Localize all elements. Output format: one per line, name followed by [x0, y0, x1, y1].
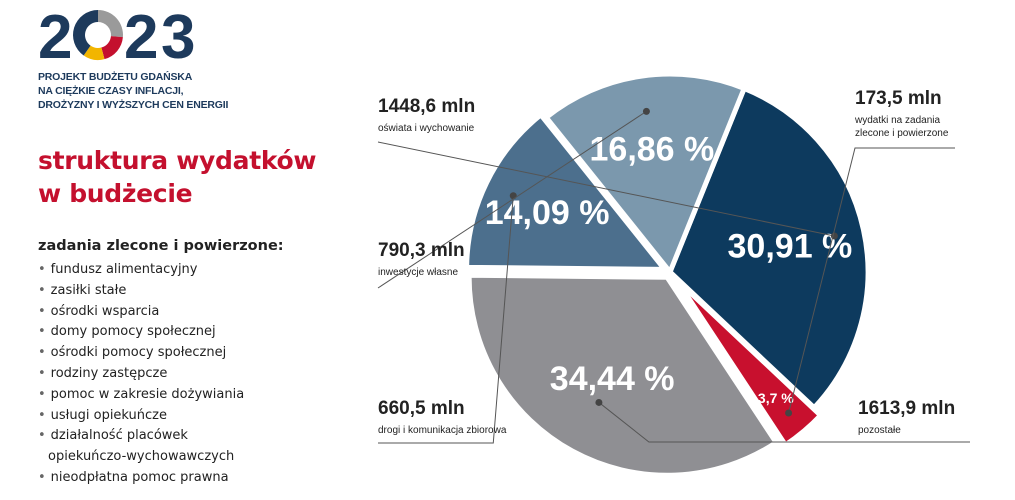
- pie-percent-commissioned: 3,7 %: [758, 390, 794, 406]
- leader-line-other: [598, 402, 970, 443]
- pie-percent-other: 34,44 %: [550, 360, 675, 398]
- leader-line-roads: [378, 195, 514, 444]
- pie-slice-other: [466, 272, 779, 478]
- year-logo: 2 2 3 0: [38, 6, 195, 62]
- pie-slice-investments: [543, 71, 747, 275]
- category-label-line: wydatki na zadania: [855, 115, 941, 126]
- logo-digit-2b: 2: [124, 6, 158, 62]
- subtitle-line: PROJEKT BUDŻETU GDAŃSKA: [38, 71, 193, 83]
- category-label-education: oświata i wychowanie: [378, 123, 475, 134]
- pie-slice-commissioned: [673, 277, 824, 448]
- leader-line-investments: [377, 110, 647, 289]
- subtitle-line: NA CIĘŻKIE CZASY INFLACJI,: [38, 85, 184, 97]
- pie-slice-roads: [464, 112, 668, 272]
- title-line: struktura wydatków: [38, 146, 317, 175]
- leader-dot-other: [595, 398, 603, 406]
- leader-dot-roads: [509, 192, 517, 200]
- list-item: • ośrodki pomocy społecznej: [38, 345, 227, 361]
- list-item: • domy pomocy społecznej: [38, 324, 216, 340]
- budget-subtitle: PROJEKT BUDŻETU GDAŃSKA NA CIĘŻKIE CZASY…: [38, 70, 278, 112]
- logo-digit-3: 3: [161, 6, 195, 62]
- list-item: • ośrodki wsparcia: [38, 303, 160, 319]
- title-line: w budżecie: [38, 179, 193, 208]
- category-label-roads: drogi i komunikacja zbiorowa: [378, 425, 507, 436]
- amount-label-education: 1448,6 mln: [378, 96, 476, 117]
- leader-line-education: [377, 141, 835, 237]
- leader-line-commissioned: [788, 147, 955, 414]
- list-item: • usługi opiekuńcze: [38, 407, 168, 423]
- logo-ring-icon: [73, 10, 123, 60]
- list-item: • pomoc w zakresie dożywiania: [38, 386, 245, 402]
- leader-dot-investments: [642, 107, 650, 115]
- amount-label-commissioned: 173,5 mln: [855, 88, 942, 109]
- pie-percent-investments: 16,86 %: [590, 131, 715, 169]
- category-label-other: pozostałe: [858, 425, 901, 436]
- amount-label-other: 1613,9 mln: [858, 398, 956, 419]
- page-title: struktura wydatków w budżecie: [38, 144, 358, 210]
- list-item: • działalność placówek: [38, 428, 188, 444]
- list-item: • zasiłki stałe: [38, 282, 127, 298]
- tasks-list: • fundusz alimentacyjny • zasiłki stałe • o…: [38, 260, 338, 489]
- pie-percent-roads: 14,09 %: [485, 194, 610, 232]
- leader-dot-commissioned: [785, 409, 793, 417]
- list-item: • nieodpłatna pomoc prawna: [38, 469, 229, 485]
- logo-digit-2: 2: [38, 6, 72, 62]
- amount-label-roads: 660,5 mln: [378, 398, 465, 419]
- pie-slice-education: [667, 85, 871, 411]
- category-label-commissioned: wydatki na zadania zlecone i powierzone: [855, 114, 948, 140]
- list-item: • rodziny zastępcze: [38, 365, 168, 381]
- category-label-investments: inwestycje własne: [378, 267, 459, 278]
- list-item-continuation: opiekuńczo-wychowawczych: [48, 449, 235, 465]
- amount-label-investments: 790,3 mln: [378, 240, 465, 261]
- category-label-line: zlecone i powierzone: [855, 128, 949, 139]
- list-item: • fundusz alimentacyjny: [38, 262, 198, 277]
- subtitle-line: DROŻYZNY I WYŻSZYCH CEN ENERGII: [38, 99, 229, 111]
- tasks-heading: zadania zlecone i powierzone:: [38, 238, 284, 254]
